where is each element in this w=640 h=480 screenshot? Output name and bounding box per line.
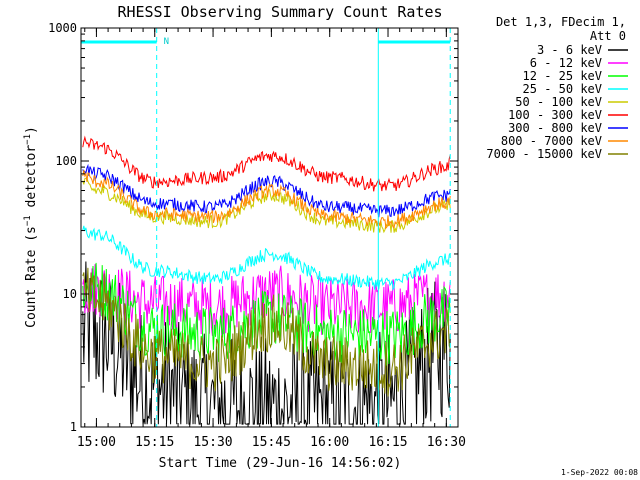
- series-line-1: [82, 264, 451, 336]
- series-line-6: [82, 163, 451, 218]
- y-axis-label-main: Count Rate (s: [24, 226, 39, 328]
- y-axis-label-mid: detector: [24, 145, 39, 216]
- y-axis-label-end: ): [24, 126, 39, 134]
- y-tick-label: 100: [55, 154, 77, 168]
- legend-label-5: 100 - 300 keV: [508, 108, 602, 122]
- series-line-0: [82, 261, 451, 425]
- series-line-5: [82, 135, 451, 192]
- y-axis-label-sup1: −1: [23, 215, 33, 226]
- x-tick-label: 15:00: [77, 435, 116, 450]
- legend-label-1: 6 - 12 keV: [530, 56, 602, 70]
- y-tick-label: 10: [63, 287, 77, 301]
- y-axis: 1 10 100 1000: [48, 21, 458, 434]
- y-tick-label: 1000: [48, 21, 77, 35]
- legend-label-4: 50 - 100 keV: [515, 95, 602, 109]
- legend-label-2: 12 - 25 keV: [523, 69, 602, 83]
- flag-label: N: [164, 37, 169, 47]
- series-line-8: [82, 267, 451, 397]
- legend-label-6: 300 - 800 keV: [508, 121, 602, 135]
- legend-label-0: 3 - 6 keV: [537, 43, 602, 57]
- x-axis-label: Start Time (29-Jun-16 14:56:02): [159, 456, 402, 471]
- y-tick-label: 1: [70, 420, 77, 434]
- legend-label-3: 25 - 50 keV: [523, 82, 602, 96]
- series-line-3: [82, 225, 451, 292]
- date-stamp: 1-Sep-2022 00:08: [561, 468, 638, 477]
- x-axis: 15:00 15:15 15:30 15:45 16:00 16:15 16:30: [77, 28, 466, 450]
- x-tick-label: 16:30: [427, 435, 466, 450]
- plot-area: N: [80, 28, 451, 427]
- legend-label-8: 7000 - 15000 keV: [486, 147, 602, 161]
- legend-header-line-2: Att 0: [590, 29, 626, 43]
- x-tick-label: 15:15: [135, 435, 174, 450]
- y-axis-label: Count Rate (s−1 detector−1): [23, 126, 39, 328]
- x-tick-label: 16:00: [310, 435, 349, 450]
- x-tick-label: 15:30: [193, 435, 232, 450]
- legend-label-7: 800 - 7000 keV: [501, 134, 602, 148]
- series-line-7: [82, 169, 451, 230]
- plot-frame: [80, 27, 459, 428]
- legend-header-line-1: Det 1,3, FDecim 1,: [496, 15, 626, 29]
- x-tick-label: 16:15: [368, 435, 407, 450]
- y-axis-label-sup2: −1: [23, 134, 33, 145]
- chart-title: RHESSI Observing Summary Count Rates: [117, 3, 442, 21]
- x-tick-label: 15:45: [252, 435, 291, 450]
- series-line-2: [82, 262, 451, 366]
